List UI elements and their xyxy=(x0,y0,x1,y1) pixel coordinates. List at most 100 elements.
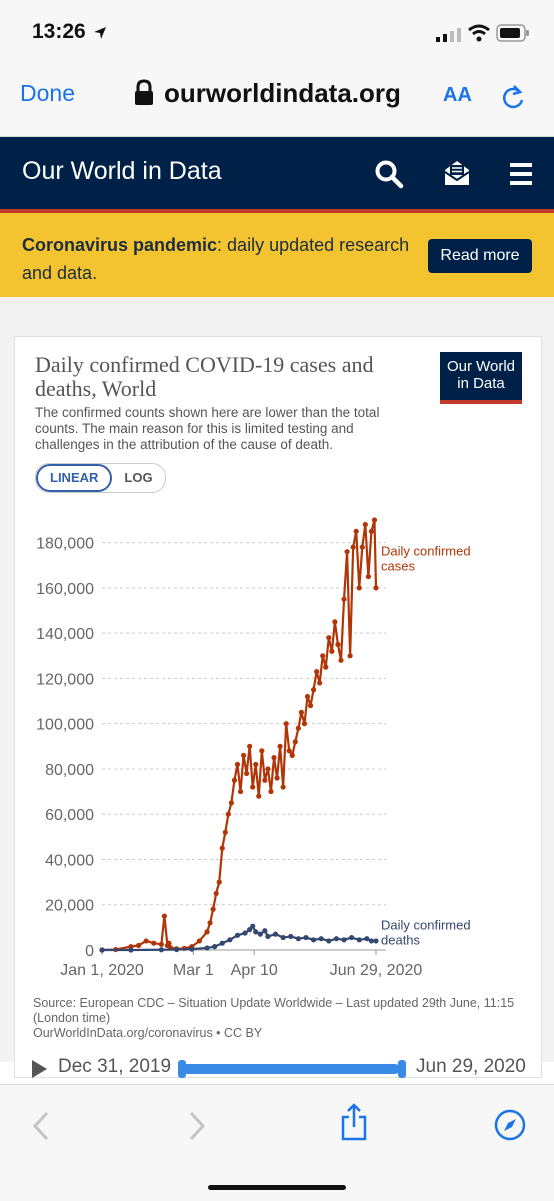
done-button[interactable]: Done xyxy=(20,80,75,106)
data-point xyxy=(219,940,225,946)
data-point xyxy=(253,761,259,768)
data-point xyxy=(356,585,362,591)
text-size-button[interactable]: AA xyxy=(443,84,472,106)
owid-logo[interactable]: Our World in Data xyxy=(440,352,522,404)
data-point xyxy=(280,934,286,941)
url-field[interactable]: ourworldindata.org xyxy=(164,78,401,108)
lock-icon xyxy=(135,79,153,105)
timeline-slider: Dec 31, 2019 Jun 29, 2020 xyxy=(30,1054,530,1084)
y-tick-label: 120,000 xyxy=(36,671,94,688)
read-more-button[interactable]: Read more xyxy=(428,239,532,273)
chart-title: Daily confirmed COVID-19 cases and death… xyxy=(35,352,374,401)
status-time: 13:26 xyxy=(32,20,86,43)
timeline-end-handle[interactable] xyxy=(398,1060,406,1078)
data-point xyxy=(247,927,253,933)
data-point xyxy=(158,941,164,947)
wifi-icon xyxy=(468,24,490,42)
y-tick-label: 100,000 xyxy=(36,717,94,734)
timeline-start-date: Dec 31, 2019 xyxy=(58,1056,172,1077)
data-point xyxy=(250,923,256,929)
data-point xyxy=(338,657,344,663)
coronavirus-banner: Coronavirus pandemic: daily updated rese… xyxy=(0,213,554,297)
y-tick-label: 80,000 xyxy=(45,762,94,779)
data-point xyxy=(283,721,289,727)
chart-source: Source: European CDC – Situation Update … xyxy=(33,996,523,1041)
reload-icon[interactable] xyxy=(500,82,526,110)
data-point xyxy=(310,937,317,943)
series-line xyxy=(101,518,378,952)
x-tick-label: Mar 1 xyxy=(173,962,214,979)
data-point xyxy=(288,933,294,940)
data-point xyxy=(277,743,283,749)
timeline-end-date: Jun 29, 2020 xyxy=(416,1056,526,1077)
data-point xyxy=(317,680,323,686)
data-point xyxy=(310,687,317,693)
data-point xyxy=(362,521,368,528)
data-point xyxy=(373,585,379,591)
source-line-2[interactable]: OurWorldInData.org/coronavirus • CC BY xyxy=(33,1026,263,1040)
data-point xyxy=(204,929,210,935)
data-point xyxy=(298,709,305,715)
search-icon[interactable] xyxy=(374,159,404,189)
data-point xyxy=(262,928,268,934)
data-point xyxy=(216,879,222,885)
logo-accent-bar xyxy=(440,400,522,404)
data-point xyxy=(314,669,320,675)
banner-text-rest: : daily updated research and data. xyxy=(22,235,410,283)
back-icon[interactable] xyxy=(32,1111,50,1141)
data-point xyxy=(318,936,324,942)
data-point xyxy=(272,931,279,937)
data-point xyxy=(364,936,370,942)
data-point xyxy=(286,748,292,754)
data-point xyxy=(257,931,263,937)
banner-text[interactable]: Coronavirus pandemic: daily updated rese… xyxy=(22,231,412,287)
data-point xyxy=(253,929,259,935)
data-point xyxy=(135,942,142,949)
y-tick-label: 140,000 xyxy=(36,626,94,643)
data-point xyxy=(373,938,379,944)
data-point xyxy=(371,517,378,523)
menu-icon[interactable] xyxy=(510,163,534,185)
share-icon[interactable] xyxy=(340,1103,368,1141)
data-point xyxy=(359,544,365,550)
timeline-track[interactable] xyxy=(182,1064,400,1074)
data-point xyxy=(365,573,371,580)
x-tick-label: Jun 29, 2020 xyxy=(330,962,423,979)
data-point xyxy=(353,528,359,534)
data-point xyxy=(234,932,241,938)
source-line-1: Source: European CDC – Situation Update … xyxy=(33,996,515,1025)
data-point xyxy=(368,938,375,944)
data-point xyxy=(143,938,149,944)
data-point xyxy=(225,811,231,817)
header-accent-line xyxy=(0,209,554,213)
log-scale-button[interactable]: LOG xyxy=(124,470,153,485)
data-point xyxy=(247,743,253,749)
timeline-start-handle[interactable] xyxy=(178,1060,186,1078)
forward-icon[interactable] xyxy=(188,1111,206,1141)
x-tick-label: Apr 10 xyxy=(231,962,278,979)
data-point xyxy=(99,947,105,953)
x-tick-label: Jan 1, 2020 xyxy=(60,962,144,979)
data-point xyxy=(280,784,286,790)
compass-icon[interactable] xyxy=(494,1109,526,1141)
signal-icon xyxy=(436,28,461,42)
data-point xyxy=(219,845,225,851)
y-axis-labels: 0 20,000 40,000 60,000 80,000 100,000 120,000 1… xyxy=(36,536,94,960)
site-brand[interactable]: Our World in Data xyxy=(22,157,222,185)
browser-toolbar: Done ourworldindata.org AA xyxy=(0,64,554,137)
data-point xyxy=(271,755,277,761)
linear-scale-button[interactable]: LINEAR xyxy=(36,464,113,492)
subscribe-envelope-icon[interactable] xyxy=(443,159,471,187)
data-point xyxy=(151,940,157,946)
play-icon[interactable] xyxy=(32,1060,47,1078)
data-point xyxy=(335,641,341,648)
y-tick-label: 60,000 xyxy=(45,807,94,824)
data-point xyxy=(166,940,172,946)
data-point xyxy=(262,777,268,783)
x-axis-labels: Jan 1, 2020 Mar 1 Apr 10 Jun 29, 2020 xyxy=(60,962,422,979)
data-point xyxy=(292,739,298,745)
data-point xyxy=(341,937,347,943)
status-bar: 13:26 xyxy=(0,0,554,64)
logo-text: Our World in Data xyxy=(446,358,516,392)
